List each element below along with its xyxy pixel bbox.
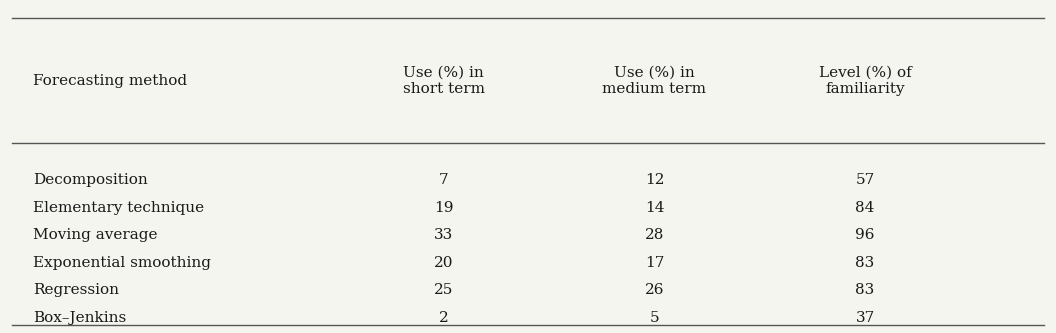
Text: Regression: Regression — [33, 283, 119, 297]
Text: 26: 26 — [644, 283, 664, 297]
Text: 5: 5 — [649, 311, 659, 325]
Text: 12: 12 — [644, 173, 664, 187]
Text: 7: 7 — [439, 173, 449, 187]
Text: 83: 83 — [855, 283, 874, 297]
Text: Moving average: Moving average — [33, 228, 157, 242]
Text: 37: 37 — [855, 311, 874, 325]
Text: 20: 20 — [434, 256, 453, 270]
Text: 2: 2 — [439, 311, 449, 325]
Text: Forecasting method: Forecasting method — [33, 74, 187, 88]
Text: Use (%) in
short term: Use (%) in short term — [402, 66, 485, 96]
Text: Level (%) of
familiarity: Level (%) of familiarity — [818, 66, 911, 96]
Text: 28: 28 — [645, 228, 664, 242]
Text: Elementary technique: Elementary technique — [33, 201, 204, 215]
Text: 19: 19 — [434, 201, 453, 215]
Text: Exponential smoothing: Exponential smoothing — [33, 256, 211, 270]
Text: Box–Jenkins: Box–Jenkins — [33, 311, 127, 325]
Text: 96: 96 — [855, 228, 874, 242]
Text: Decomposition: Decomposition — [33, 173, 148, 187]
Text: 17: 17 — [645, 256, 664, 270]
Text: 33: 33 — [434, 228, 453, 242]
Text: 14: 14 — [644, 201, 664, 215]
Text: 25: 25 — [434, 283, 453, 297]
Text: Use (%) in
medium term: Use (%) in medium term — [602, 66, 706, 96]
Text: 57: 57 — [855, 173, 874, 187]
Text: 83: 83 — [855, 256, 874, 270]
Text: 84: 84 — [855, 201, 874, 215]
